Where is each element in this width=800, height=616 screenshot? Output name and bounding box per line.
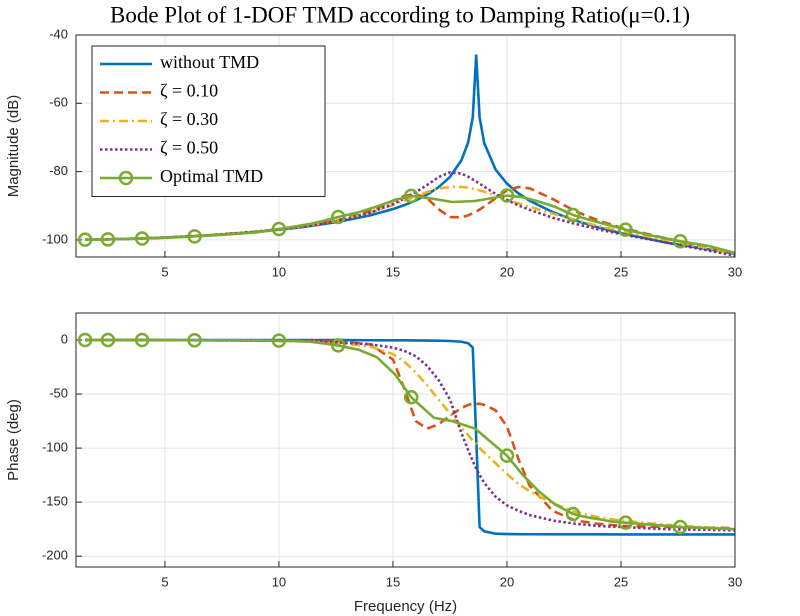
data-point [330,338,346,353]
data-point [134,332,150,348]
x-tick-label: 20 [500,574,514,589]
x-tick-label: 5 [161,574,168,589]
data-point [499,448,515,463]
y-tick-label: -100 [42,231,68,246]
legend-label: ζ = 0.30 [160,109,218,129]
y-axis-label: Phase (deg) [5,399,22,481]
y-tick-label: -150 [42,494,68,509]
x-tick-label: 30 [728,574,742,589]
y-tick-label: -40 [49,26,68,41]
data-point [100,232,116,247]
x-axis-label: Frequency (Hz) [354,598,457,615]
y-axis-label: Magnitude (dB) [5,95,22,198]
data-point [77,332,93,348]
data-point [403,188,419,204]
legend-marker [118,170,134,186]
series-line [85,185,736,255]
data-point [565,207,581,223]
data-point [187,332,202,348]
x-tick-label: 5 [161,264,168,279]
x-tick-label: 10 [272,574,286,589]
data-point [330,209,346,225]
data-point [187,229,202,244]
data-point [499,188,515,203]
data-point [673,519,688,535]
axes-box [75,312,736,568]
x-tick-label: 20 [500,264,514,279]
data-point [271,221,287,237]
y-tick-label: -60 [49,95,68,110]
axes-box [75,34,736,258]
series-line [85,338,736,530]
data-point [618,222,633,237]
legend-box [91,45,326,197]
legend-label: ζ = 0.10 [160,81,218,101]
y-tick-label: -200 [42,548,68,563]
legend-label: Optimal TMD [160,166,263,186]
data-point [565,506,581,522]
series-line [85,171,736,257]
data-point [618,515,633,530]
x-tick-label: 10 [272,264,286,279]
x-tick-label: 25 [614,264,628,279]
x-tick-label: 15 [386,574,400,589]
y-tick-label: -50 [49,386,68,401]
x-tick-label: 15 [386,264,400,279]
x-tick-label: 25 [614,574,628,589]
data-point [77,232,93,247]
legend: without TMD ζ = 0.10 ζ = 0.30 ζ = 0.50 Optim… [91,45,326,197]
data-point [100,332,116,348]
series-line [85,194,736,255]
data-point [673,234,688,249]
series-line [85,338,736,531]
data-point [403,390,419,405]
data-point [134,231,150,246]
x-tick-label: 30 [728,264,742,279]
y-tick-label: 0 [61,331,68,346]
chart-title: Bode Plot of 1-DOF TMD according to Damp… [110,2,690,27]
legend-label: without TMD [160,52,259,72]
data-point [271,333,287,348]
legend-label: ζ = 0.50 [160,138,218,158]
y-tick-label: -80 [49,163,68,178]
y-tick-label: -100 [42,440,68,455]
